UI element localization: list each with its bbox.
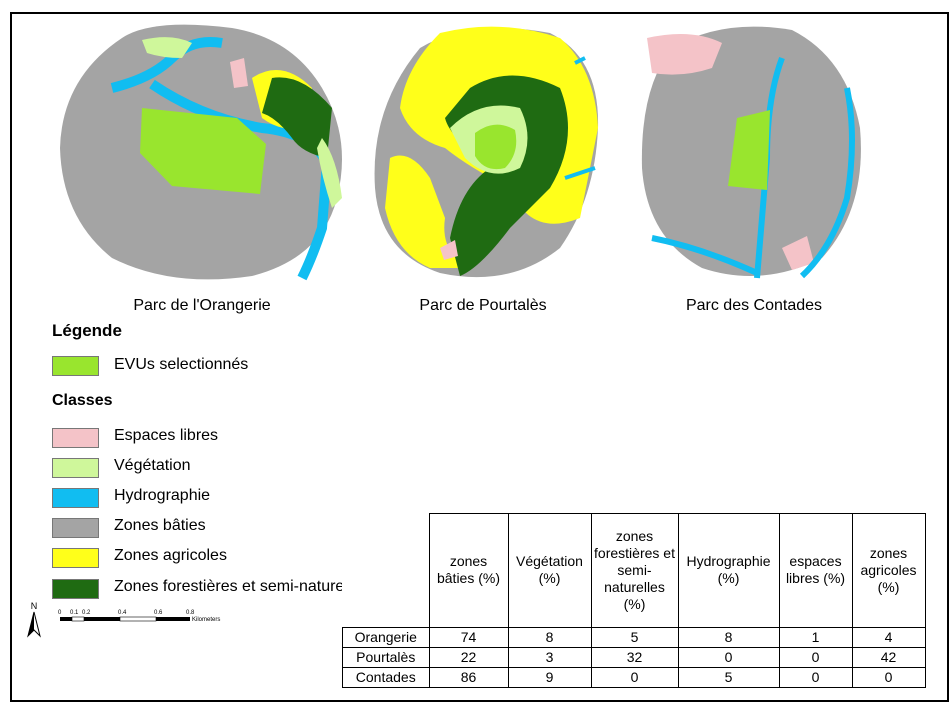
cell: 5 — [590, 626, 679, 648]
contades-open-space-north — [647, 34, 722, 75]
col-header-vegetation: Végétation (%) — [507, 513, 592, 628]
scale-unit: Kilometers — [192, 617, 220, 623]
col-header-agricultural: zones agricoles (%) — [851, 513, 926, 628]
cell: 42 — [851, 646, 926, 668]
scale-tick-1: 0.1 — [70, 610, 79, 616]
legend-title: Légende — [52, 321, 122, 340]
legend-label-open-space: Espaces libres — [114, 427, 219, 444]
legend-label-evu: EVUs selectionnés — [114, 356, 249, 373]
table-row: Contades 86 9 0 5 0 0 — [342, 666, 926, 688]
legend-swatch-open-space — [52, 428, 99, 448]
legend-classes-title: Classes — [52, 392, 113, 409]
cell: 86 — [428, 666, 509, 688]
orangerie-forest — [262, 77, 332, 158]
legend-swatch-hydrography — [52, 488, 99, 508]
cell: 0 — [778, 646, 853, 668]
col-header-open-space: espaces libres (%) — [778, 513, 853, 628]
cell: 3 — [507, 646, 592, 668]
cell: 0 — [851, 666, 926, 688]
orangerie-vegetation — [142, 37, 342, 208]
pourtales-river — [564, 56, 596, 180]
col-header-forest: zones forestières et semi-naturelles (%) — [590, 513, 679, 628]
legend-label-built: Zones bâties — [114, 517, 206, 534]
row-name: Pourtalès — [342, 646, 430, 668]
orangerie-evu-selected — [140, 108, 266, 194]
cell: 5 — [677, 666, 780, 688]
cell: 8 — [507, 626, 592, 648]
scale-tick-5: 0.8 — [186, 610, 195, 616]
legend-swatch-forest — [52, 579, 99, 599]
col-header-built: zones bâties (%) — [428, 513, 509, 628]
col-header-hydrography: Hydrographie (%) — [677, 513, 780, 628]
cell: 22 — [428, 646, 509, 668]
pourtales-open-space — [440, 240, 458, 260]
cell: 32 — [590, 646, 679, 668]
legend-swatch-vegetation — [52, 458, 99, 478]
row-name: Contades — [342, 666, 430, 688]
cell: 0 — [778, 666, 853, 688]
cell: 74 — [428, 626, 509, 648]
north-arrow-icon: N — [27, 601, 41, 638]
cell: 1 — [778, 626, 853, 648]
north-label: N — [31, 601, 38, 611]
map-contades — [641, 26, 861, 279]
cell: 8 — [677, 626, 780, 648]
table-header-row: zones bâties (%) Végétation (%) zones fo… — [342, 513, 926, 628]
map-label-contades: Parc des Contades — [685, 297, 823, 314]
legend-swatch-built — [52, 518, 99, 538]
pourtales-agricultural-south — [385, 155, 470, 268]
legend-label-hydrography: Hydrographie — [114, 487, 211, 504]
map-pourtales — [374, 26, 599, 278]
land-cover-table: zones bâties (%) Végétation (%) zones fo… — [342, 513, 926, 688]
map-label-orangerie: Parc de l'Orangerie — [133, 297, 271, 314]
legend-label-forest: Zones forestières et semi-naturelles — [114, 578, 369, 595]
table-row: Orangerie 74 8 5 8 1 4 — [342, 626, 926, 648]
table-row: Pourtalès 22 3 32 0 0 42 — [342, 646, 926, 668]
cell: 4 — [851, 626, 926, 648]
pourtales-evu-selected — [475, 124, 517, 170]
legend-label-vegetation: Végétation — [114, 457, 191, 474]
scale-tick-2: 0.2 — [82, 610, 91, 616]
scale-bar: 0 0.1 0.2 0.4 0.6 0.8 Kilometers — [58, 610, 220, 623]
scale-tick-0: 0 — [58, 610, 62, 616]
map-label-pourtales: Parc de Pourtalès — [419, 297, 547, 314]
legend-swatch-agricultural — [52, 548, 99, 568]
contades-evu-selected — [728, 110, 770, 190]
cell: 0 — [590, 666, 679, 688]
map-orangerie — [60, 24, 342, 281]
cell: 9 — [507, 666, 592, 688]
legend-swatch-evu — [52, 356, 99, 376]
row-name: Orangerie — [342, 626, 430, 648]
scale-tick-4: 0.6 — [154, 610, 163, 616]
orangerie-open-space — [230, 58, 248, 88]
scale-tick-3: 0.4 — [118, 610, 127, 616]
legend-label-agricultural: Zones agricoles — [114, 547, 227, 564]
contades-open-space-south — [782, 236, 814, 270]
table-corner — [342, 513, 430, 628]
cell: 0 — [677, 646, 780, 668]
